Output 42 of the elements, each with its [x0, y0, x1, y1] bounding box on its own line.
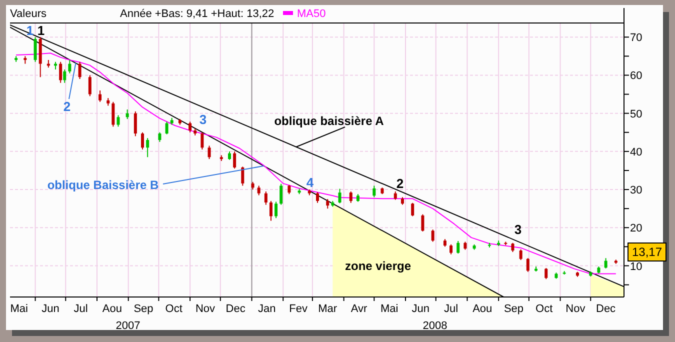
x-tick-label: Jun — [42, 303, 60, 315]
annotation: 4 — [306, 175, 314, 190]
y-tick-label: 10 — [630, 260, 642, 273]
annotation: 2 — [63, 99, 71, 114]
x-tick-label: Jul — [74, 303, 88, 315]
x-tick-label: Mai — [10, 303, 28, 315]
y-tick-label: 30 — [630, 184, 642, 197]
text: 2008 — [422, 320, 448, 332]
y-tick-label: 70 — [630, 32, 642, 44]
text: Année +Bas: 9,41 +Haut: 13,22 — [120, 8, 274, 20]
x-tick-label: Fev — [289, 303, 308, 315]
x-tick-label: Sep — [134, 303, 154, 315]
annotation: 1 — [37, 23, 45, 38]
annotation: oblique baissière A — [274, 114, 384, 128]
x-tick-label: Nov — [566, 303, 586, 315]
annotation: zone vierge — [344, 259, 412, 273]
x-tick-label: Dec — [596, 303, 616, 315]
y-tick-label: 60 — [630, 70, 642, 82]
x-tick-label: Nov — [195, 303, 216, 315]
x-tick-label: Oct — [165, 303, 182, 315]
text: Valeurs — [10, 8, 47, 20]
annotation: 3 — [514, 222, 522, 237]
x-tick-label: Aou — [472, 303, 492, 315]
y-tick-label: 20 — [630, 222, 642, 235]
x-tick-label: Jul — [444, 303, 458, 315]
text: 13,17 — [632, 245, 662, 259]
text: 2007 — [116, 320, 140, 332]
x-tick-label: Jan — [258, 303, 276, 315]
annotation: oblique Baissière B — [47, 178, 160, 192]
annotation: 3 — [199, 112, 207, 127]
y-tick-label: 50 — [630, 108, 642, 120]
x-tick-label: Sep — [504, 303, 524, 315]
x-tick-label: Mai — [380, 303, 398, 315]
annotation: 2 — [396, 176, 404, 191]
x-tick-label: Jun — [412, 303, 430, 315]
x-tick-label: Mar — [318, 303, 338, 315]
x-tick-label: Aou — [102, 303, 122, 315]
x-tick-label: Oct — [536, 303, 553, 315]
legend-label: MA50 — [297, 8, 326, 20]
y-tick-label: 40 — [630, 146, 642, 158]
x-tick-label: Dec — [226, 303, 246, 315]
x-tick-label: Avr — [350, 303, 368, 315]
